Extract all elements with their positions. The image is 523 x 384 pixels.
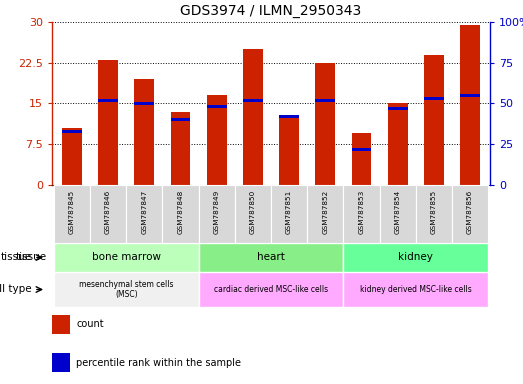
- Bar: [388, 104, 407, 185]
- Bar: [243, 49, 263, 185]
- Text: mesenchymal stem cells
(MSC): mesenchymal stem cells (MSC): [79, 280, 174, 299]
- Bar: [351, 133, 371, 185]
- Bar: [98, 99, 118, 102]
- Text: heart: heart: [257, 253, 285, 263]
- Title: GDS3974 / ILMN_2950343: GDS3974 / ILMN_2950343: [180, 4, 361, 18]
- Bar: [460, 25, 480, 185]
- Text: GSM787852: GSM787852: [322, 190, 328, 234]
- Bar: [170, 118, 190, 121]
- Bar: [344, 272, 488, 307]
- Text: GSM787856: GSM787856: [467, 190, 473, 234]
- Bar: [315, 99, 335, 102]
- Bar: [52, 353, 70, 372]
- Bar: [170, 112, 190, 185]
- Bar: [199, 243, 344, 272]
- Text: bone marrow: bone marrow: [92, 253, 161, 263]
- Bar: [344, 185, 380, 243]
- Bar: [271, 185, 307, 243]
- Bar: [62, 130, 82, 133]
- Text: GSM787853: GSM787853: [358, 190, 365, 234]
- Bar: [307, 185, 344, 243]
- Bar: [279, 117, 299, 185]
- Bar: [207, 95, 226, 185]
- Bar: [380, 185, 416, 243]
- Text: count: count: [76, 319, 104, 329]
- Bar: [388, 107, 407, 110]
- Bar: [424, 55, 444, 185]
- Bar: [424, 97, 444, 100]
- Bar: [98, 60, 118, 185]
- Bar: [62, 128, 82, 185]
- Bar: [235, 185, 271, 243]
- Text: GSM787848: GSM787848: [177, 190, 184, 234]
- Bar: [344, 243, 488, 272]
- Bar: [416, 185, 452, 243]
- Text: GSM787854: GSM787854: [395, 190, 401, 234]
- Text: tissue: tissue: [16, 253, 47, 263]
- Text: GSM787845: GSM787845: [69, 190, 75, 234]
- Bar: [54, 243, 199, 272]
- Bar: [460, 94, 480, 97]
- Bar: [134, 79, 154, 185]
- Bar: [207, 105, 226, 108]
- Bar: [54, 272, 199, 307]
- Text: tissue: tissue: [1, 253, 32, 263]
- Text: kidney derived MSC-like cells: kidney derived MSC-like cells: [360, 285, 472, 294]
- Text: cell type: cell type: [0, 285, 32, 295]
- Bar: [90, 185, 126, 243]
- Text: kidney: kidney: [399, 253, 433, 263]
- Text: GSM787846: GSM787846: [105, 190, 111, 234]
- Text: cardiac derived MSC-like cells: cardiac derived MSC-like cells: [214, 285, 328, 294]
- Text: percentile rank within the sample: percentile rank within the sample: [76, 358, 241, 368]
- Text: GSM787850: GSM787850: [250, 190, 256, 234]
- Bar: [163, 185, 199, 243]
- Text: GSM787855: GSM787855: [431, 190, 437, 234]
- Bar: [351, 147, 371, 151]
- Text: GSM787851: GSM787851: [286, 190, 292, 234]
- Bar: [54, 185, 90, 243]
- Bar: [134, 102, 154, 105]
- Bar: [315, 63, 335, 185]
- Bar: [243, 99, 263, 102]
- Text: GSM787847: GSM787847: [141, 190, 147, 234]
- Text: GSM787849: GSM787849: [214, 190, 220, 234]
- Bar: [452, 185, 488, 243]
- Bar: [279, 115, 299, 118]
- Bar: [199, 185, 235, 243]
- Bar: [199, 272, 344, 307]
- Bar: [126, 185, 163, 243]
- Bar: [52, 315, 70, 334]
